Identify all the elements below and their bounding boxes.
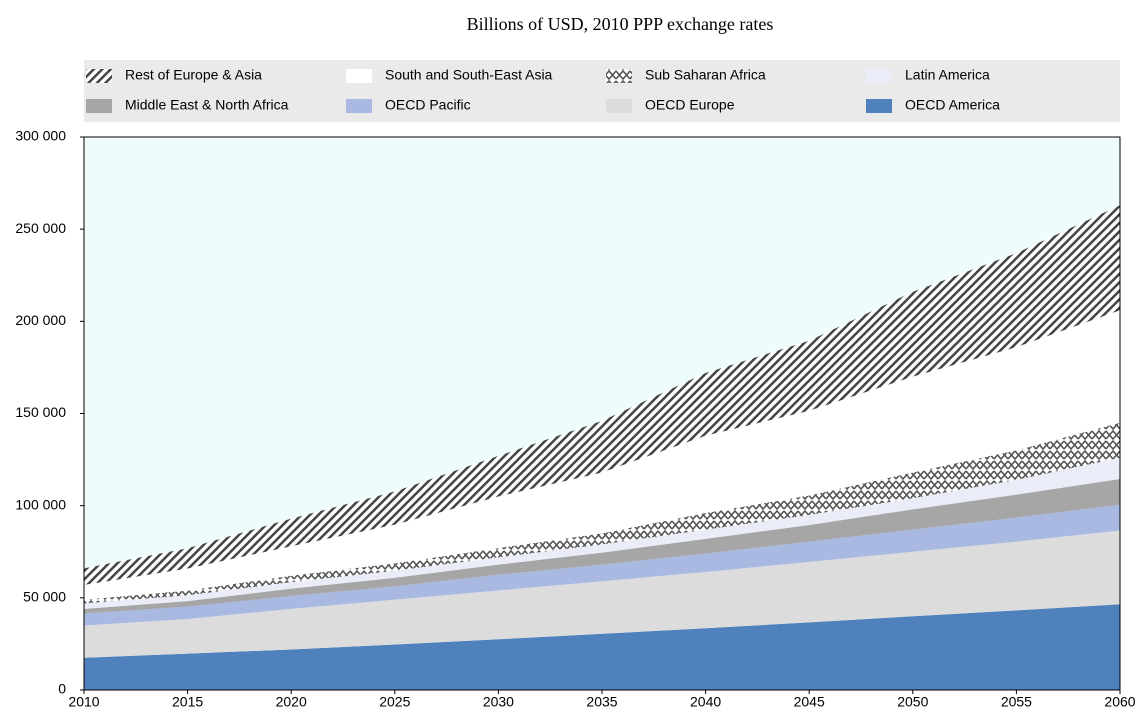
x-tick-label: 2060 (1104, 694, 1135, 710)
x-tick-label: 2030 (483, 694, 514, 710)
y-tick-label: 200 000 (15, 312, 66, 328)
x-tick-label: 2035 (586, 694, 617, 710)
x-tick-label: 2045 (794, 694, 825, 710)
y-tick-label: 100 000 (15, 496, 66, 512)
y-tick-label: 0 (58, 681, 66, 697)
chart-title: Billions of USD, 2010 PPP exchange rates (467, 14, 774, 34)
legend-swatch (86, 99, 112, 113)
legend-swatch (866, 99, 892, 113)
area (84, 604, 1120, 690)
legend-swatch (346, 99, 372, 113)
legend-background (84, 60, 1120, 122)
area (84, 504, 1120, 626)
legend-label: OECD America (905, 97, 1000, 113)
legend-swatch (86, 69, 112, 83)
y-tick-label: 300 000 (15, 128, 66, 144)
area (84, 530, 1120, 658)
legend-label: Latin America (905, 67, 990, 83)
area (84, 310, 1120, 600)
legend-label: OECD Pacific (385, 97, 471, 113)
legend-label: Middle East & North Africa (125, 97, 289, 113)
legend-swatch (346, 69, 372, 83)
legend-label: South and South-East Asia (385, 67, 553, 83)
legend-label: Rest of Europe & Asia (125, 67, 262, 83)
y-tick-label: 50 000 (23, 589, 66, 605)
y-tick-label: 250 000 (15, 220, 66, 236)
x-tick-label: 2025 (379, 694, 410, 710)
legend-label: OECD Europe (645, 97, 735, 113)
x-tick-label: 2040 (690, 694, 721, 710)
x-tick-label: 2010 (68, 694, 99, 710)
x-tick-label: 2015 (172, 694, 203, 710)
x-tick-label: 2055 (1001, 694, 1032, 710)
legend-label: Sub Saharan Africa (645, 67, 766, 83)
legend-swatch (606, 69, 632, 83)
legend-swatch (606, 99, 632, 113)
x-tick-label: 2020 (276, 694, 307, 710)
y-tick-label: 150 000 (15, 404, 66, 420)
x-tick-label: 2050 (897, 694, 928, 710)
legend-swatch (866, 69, 892, 83)
